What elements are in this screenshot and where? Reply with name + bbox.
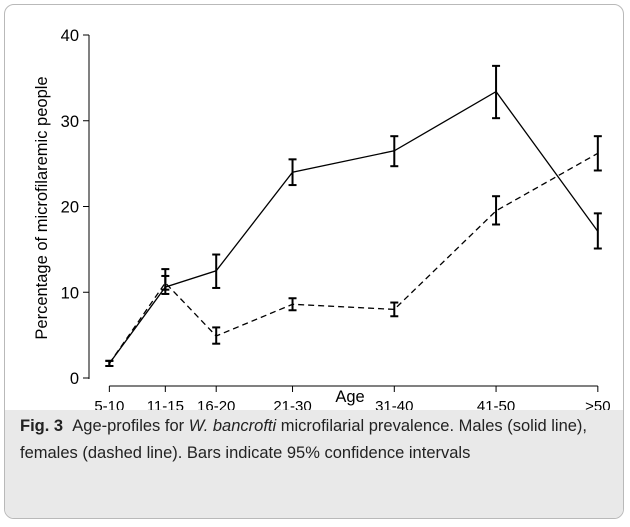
series-1-errorbar-3 [288, 297, 297, 312]
series-1-errorbar-0 [105, 359, 114, 367]
series-0-errorbar-5 [492, 64, 501, 120]
series-0-errorbar-2 [212, 253, 221, 289]
y-tick-label-2: 20 [61, 199, 79, 217]
x-tick-label-2: 16-20 [197, 398, 235, 410]
y-tick-label-1: 10 [61, 284, 79, 302]
y-axis-label: Percentage of microfilaremic people [33, 76, 51, 339]
series-1-errorbar-4 [390, 301, 399, 318]
series-1-line [108, 152, 599, 364]
caption-label: Fig. 3 [20, 417, 64, 435]
chart-axes: 0 10 20 30 40 5-10 11-15 16-20 21-30 31-40 41-50 >5… [61, 27, 611, 410]
y-tick-label-3: 30 [61, 113, 79, 131]
series-1-errorbar-5 [492, 195, 501, 226]
x-tick-label-4: 31-40 [375, 398, 413, 410]
caption-text-before: Age-profiles for [72, 417, 189, 435]
x-tick-label-1: 11-15 [147, 398, 184, 410]
series-0-errorbar-4 [390, 135, 399, 168]
line-chart: 0 10 20 30 40 5-10 11-15 16-20 21-30 31-40 41-50 >5… [33, 27, 611, 410]
x-tick-label-6: >50 [585, 398, 610, 410]
caption-background [5, 410, 623, 518]
series-0-line [108, 90, 599, 364]
series-1-errorbar-1 [161, 274, 170, 291]
x-tick-label-3: 21-30 [273, 398, 311, 410]
x-tick-label-5: 41-50 [477, 398, 515, 410]
series-1-errorbar-6 [593, 135, 602, 172]
series-1-errorbar-2 [212, 326, 221, 345]
chart-series-layer [105, 64, 602, 367]
x-tick-label-0: 5-10 [94, 398, 124, 410]
caption-italic-species: W. bancrofti [188, 417, 277, 435]
figure-caption: Fig. 3 Age-profiles for W. bancrofti mic… [20, 413, 610, 467]
series-0-errorbar-6 [593, 212, 602, 250]
y-tick-label-0: 0 [70, 370, 79, 388]
series-0-errorbar-3 [288, 158, 297, 187]
y-tick-label-4: 40 [61, 27, 79, 45]
caption-text-after: microfilarial prevalence. Males (solid l… [20, 417, 588, 462]
x-axis-label: Age [335, 388, 364, 406]
